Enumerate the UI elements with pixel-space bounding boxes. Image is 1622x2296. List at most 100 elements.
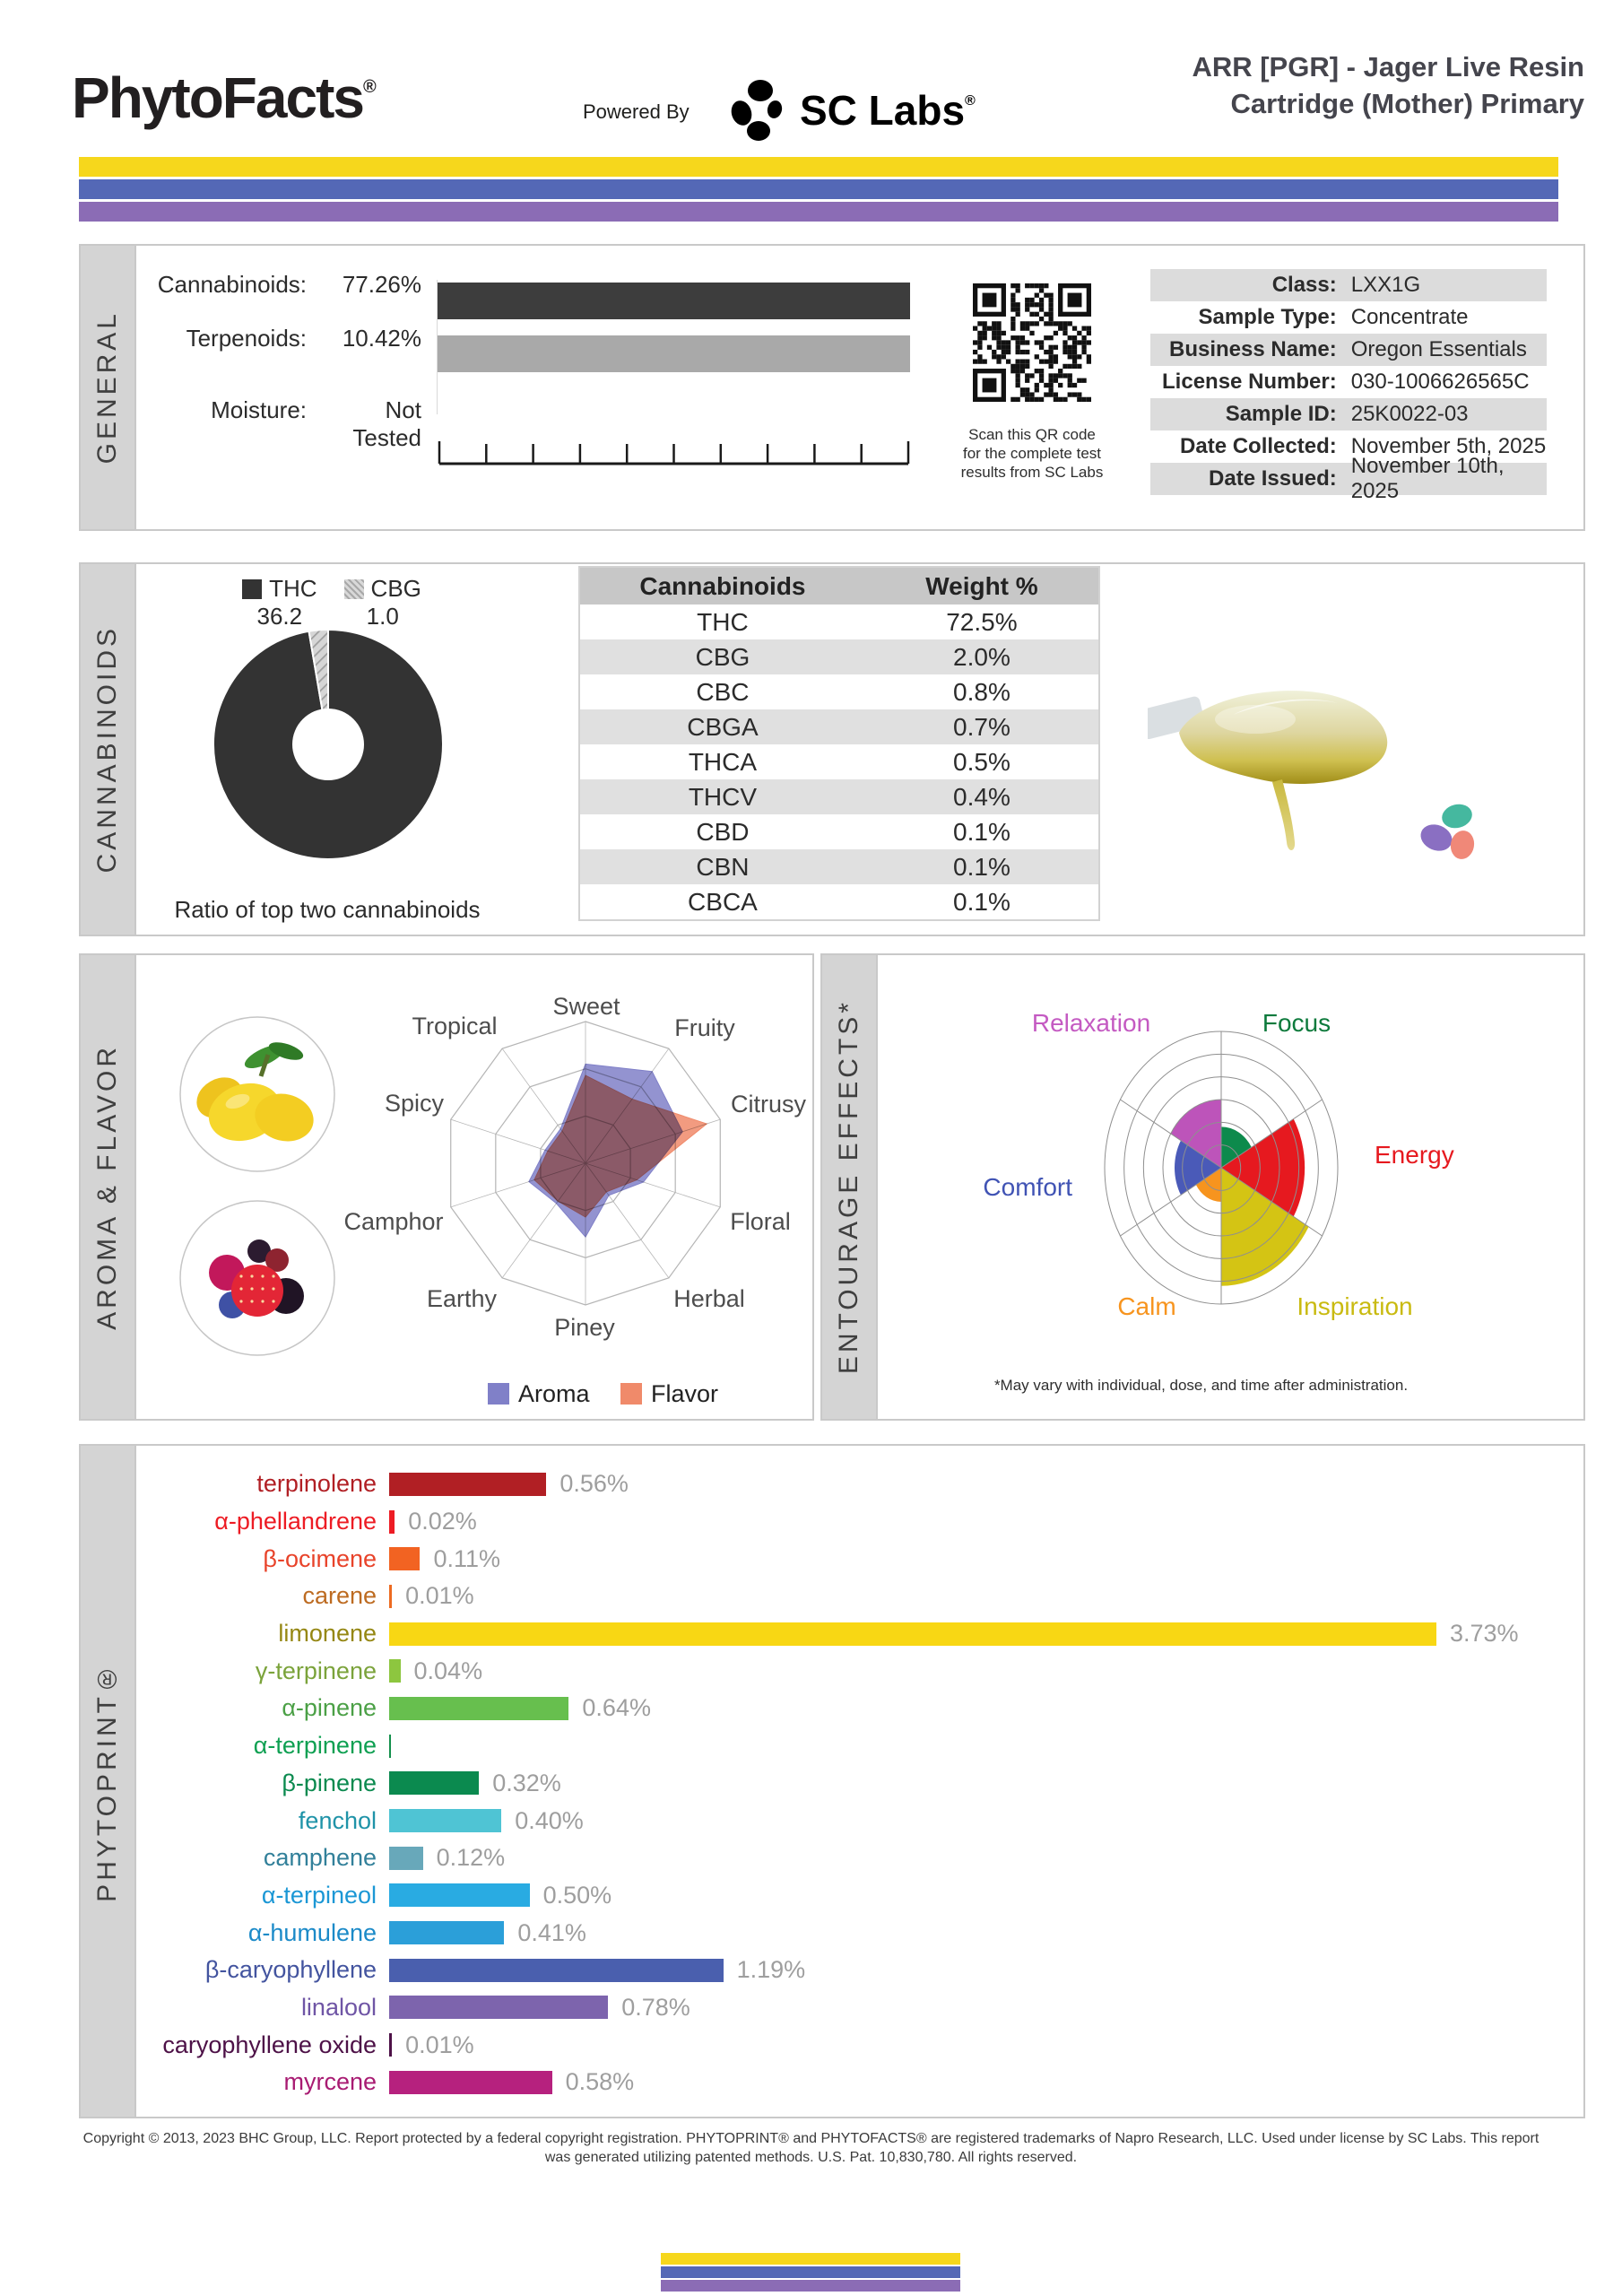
terpene-row-carene: carene 0.01% xyxy=(136,1578,1574,1615)
registered-mark: ® xyxy=(362,77,377,97)
terpene-bar xyxy=(389,1771,480,1796)
terpene-bar xyxy=(389,1472,547,1496)
section-entourage: ENTOURAGE EFFECTS* Focus Energy Inspiratio… xyxy=(820,953,1585,1421)
copyright-footer: Copyright © 2013, 2023 BHC Group, LLC. R… xyxy=(82,2131,1540,2165)
powered-by-label: Powered By xyxy=(583,100,690,123)
terpene-name: caryophyllene oxide xyxy=(162,2031,377,2058)
section-general-label: GENERAL xyxy=(92,310,122,465)
cannabinoid-table-header: Cannabinoids Weight % xyxy=(580,568,1098,604)
cannabinoid-row-CBG: CBG 2.0% xyxy=(580,639,1098,674)
terpene-row-α-terpineol: α-terpineol 0.50% xyxy=(136,1877,1574,1915)
terpene-row-α-terpinene: α-terpinene xyxy=(136,1727,1574,1765)
cannabinoid-weight: 0.5% xyxy=(953,747,1010,776)
info-value: November 5th, 2025 xyxy=(1350,434,1547,458)
terpene-row-linalool: linalool 0.78% xyxy=(136,1989,1574,2027)
cannabinoid-name: THC xyxy=(697,607,749,636)
info-row-4: Sample ID: 25K0022-03 xyxy=(1150,398,1547,430)
section-aroma-sidebar: AROMA & FLAVOR xyxy=(81,955,136,1419)
terpene-value: 0.01% xyxy=(405,1582,474,1610)
radar-axis-herbal: Herbal xyxy=(673,1285,745,1312)
cannabinoid-weight: 0.7% xyxy=(953,712,1010,741)
terpene-name: camphene xyxy=(263,1844,377,1872)
accent-bar-small-2 xyxy=(661,2280,960,2292)
terpene-bar xyxy=(389,1996,609,2020)
info-row-5: Date Collected: November 5th, 2025 xyxy=(1150,430,1547,463)
terpene-bar xyxy=(389,1958,724,1982)
sample-info-table: Class: LXX1G Sample Type: Concentrate Busine… xyxy=(1150,269,1547,503)
terpene-value: 0.32% xyxy=(492,1769,561,1796)
terpene-value: 0.01% xyxy=(405,2031,474,2058)
terpene-name: α-phellandrene xyxy=(214,1508,377,1535)
donut-legend-item-CBG: CBG 1.0 xyxy=(343,575,421,631)
terpene-row-terpinolene: terpinolene 0.56% xyxy=(136,1465,1574,1503)
section-phytoprint: PHYTOPRINT® terpinolene 0.56% α-phellandre… xyxy=(79,1444,1585,2118)
terpene-bar xyxy=(389,1846,423,1870)
terpenoids-bar xyxy=(438,335,910,372)
cannabinoid-weight: 0.1% xyxy=(953,817,1010,846)
info-label: Date Issued: xyxy=(1209,466,1337,491)
info-label: Date Collected: xyxy=(1180,434,1337,458)
effect-label-focus: Focus xyxy=(1262,1009,1331,1037)
effect-label-energy: Energy xyxy=(1375,1141,1454,1169)
terpene-row-β-caryophyllene: β-caryophyllene 1.19% xyxy=(136,1952,1574,1989)
terpene-row-α-humulene: α-humulene 0.41% xyxy=(136,1914,1574,1952)
radar-axis-fruity: Fruity xyxy=(674,1014,735,1041)
terpene-bar xyxy=(389,1659,401,1683)
section-aroma-label: AROMA & FLAVOR xyxy=(92,1044,122,1330)
terpene-value: 0.11% xyxy=(433,1544,500,1572)
info-value: November 10th, 2025 xyxy=(1350,454,1505,503)
effect-wedge-energy xyxy=(1221,1118,1305,1217)
cannabinoid-weight: 0.1% xyxy=(953,887,1010,916)
terpene-value: 0.56% xyxy=(559,1470,629,1498)
terpene-name: terpinolene xyxy=(256,1470,377,1498)
qr-code xyxy=(973,283,1091,402)
terpene-value: 0.50% xyxy=(542,1881,612,1909)
terpene-value: 0.58% xyxy=(565,2068,635,2096)
terpene-value: 0.40% xyxy=(515,1806,584,1834)
terpene-bar xyxy=(389,2070,552,2094)
legend-aroma: Aroma xyxy=(518,1380,591,1407)
info-row-0: Class: LXX1G xyxy=(1150,269,1547,301)
section-aroma-flavor: AROMA & FLAVOR Sweet Fruity Citrusy Floral H… xyxy=(79,953,814,1421)
accent-bar-small-1 xyxy=(661,2266,960,2278)
cannabinoid-row-CBD: CBD 0.1% xyxy=(580,814,1098,849)
legend-value: 36.2 xyxy=(256,603,303,630)
legend-value: 1.0 xyxy=(366,603,399,630)
section-cannabinoids: CANNABINOIDS THC 36.2 CBG 1.0 Ratio of top … xyxy=(79,562,1585,936)
terpene-name: α-humulene xyxy=(247,1918,377,1946)
terpene-name: α-terpineol xyxy=(261,1881,377,1909)
info-label: Class: xyxy=(1271,273,1337,297)
terpene-bar xyxy=(389,1734,391,1758)
info-label: Sample ID: xyxy=(1225,402,1337,426)
terpenoids-value: 10.42% xyxy=(342,325,421,352)
donut-legend: THC 36.2 CBG 1.0 xyxy=(188,575,475,631)
terpene-name: β-ocimene xyxy=(263,1544,377,1572)
terpene-name: β-caryophyllene xyxy=(204,1956,377,1984)
section-phytoprint-label: PHYTOPRINT® xyxy=(92,1660,122,1902)
cannabinoid-weight: 0.1% xyxy=(953,852,1010,881)
terpenoids-label: Terpenoids: xyxy=(186,325,307,352)
terpene-name: linalool xyxy=(300,1993,377,2021)
legend-name: CBG xyxy=(370,575,421,602)
terpene-row-α-pinene: α-pinene 0.64% xyxy=(136,1690,1574,1727)
radar-axis-spicy: Spicy xyxy=(385,1090,445,1117)
cannabinoid-name: THCA xyxy=(688,747,758,776)
terpene-name: γ-terpinene xyxy=(255,1657,377,1684)
terpene-row-myrcene: myrcene 0.58% xyxy=(136,2064,1574,2101)
cannabinoid-row-THCV: THCV 0.4% xyxy=(580,779,1098,814)
section-general-sidebar: GENERAL xyxy=(81,246,136,529)
terpene-value: 1.19% xyxy=(736,1956,806,1984)
lemons-image xyxy=(196,1042,314,1142)
brand-text: PhytoFacts xyxy=(72,65,365,130)
terpene-row-α-phellandrene: α-phellandrene 0.02% xyxy=(136,1503,1574,1541)
berries-image xyxy=(209,1239,304,1318)
terpene-bar xyxy=(389,1921,505,1945)
info-row-2: Business Name: Oregon Essentials xyxy=(1150,334,1547,366)
info-value: 25K0022-03 xyxy=(1350,402,1469,426)
info-label: Business Name: xyxy=(1168,337,1337,361)
radar-axis-sweet: Sweet xyxy=(552,993,620,1020)
terpene-row-caryophyllene oxide: caryophyllene oxide 0.01% xyxy=(136,2026,1574,2064)
cannabinoid-row-CBGA: CBGA 0.7% xyxy=(580,709,1098,744)
section-phytoprint-sidebar: PHYTOPRINT® xyxy=(81,1446,136,2117)
